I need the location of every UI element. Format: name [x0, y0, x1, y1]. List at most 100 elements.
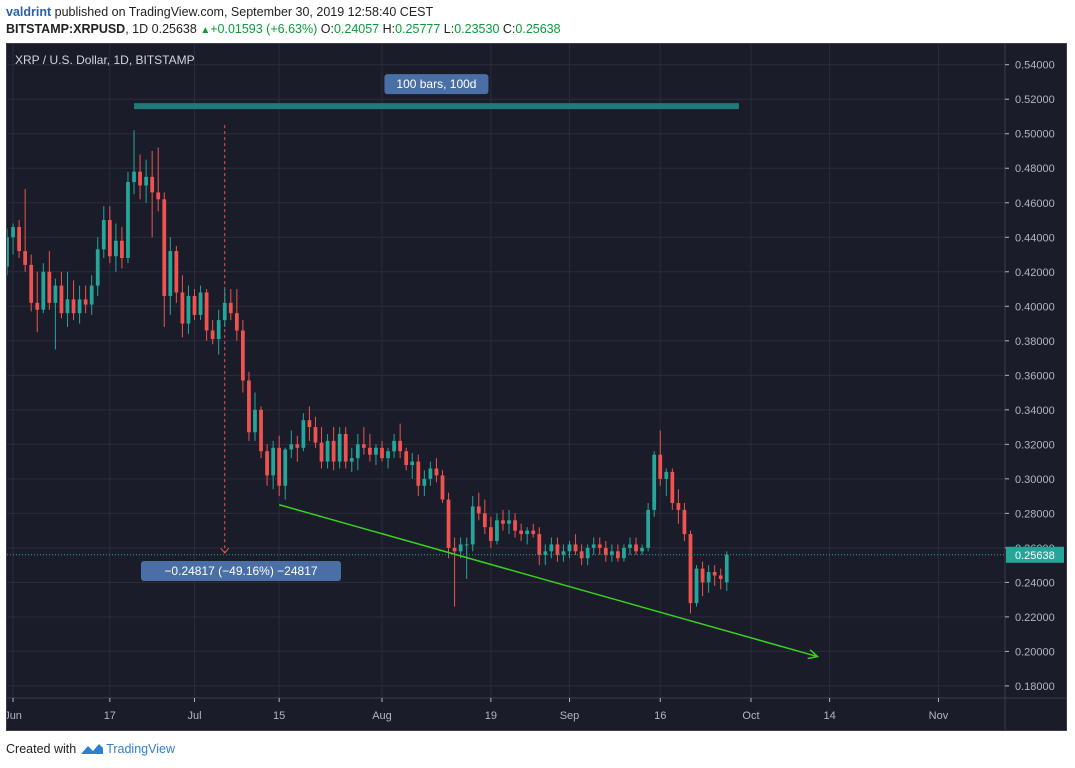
candles: [7, 130, 729, 614]
y-tick-label: 0.34000: [1015, 405, 1055, 417]
candle-body: [609, 551, 614, 555]
candle-body: [531, 530, 536, 535]
y-tick-label: 0.18000: [1015, 681, 1055, 693]
candlestick-chart[interactable]: 0.54000 0.52000 0.50000 0.48000 0.46000 0.440…: [7, 44, 1066, 730]
chart-panel[interactable]: 0.54000 0.52000 0.50000 0.48000 0.46000 0.440…: [6, 43, 1067, 731]
x-tick-label: 17: [104, 710, 116, 722]
candle-body: [489, 527, 493, 541]
candle-body: [652, 454, 657, 510]
candle-body: [241, 330, 245, 381]
range-bar: [134, 103, 739, 110]
candle-body: [555, 544, 560, 555]
candle-body: [192, 295, 197, 315]
candle-body: [126, 182, 130, 258]
candle-body: [398, 440, 403, 452]
candle-body: [368, 447, 372, 455]
candle-body: [374, 447, 378, 455]
candle-body: [688, 534, 693, 604]
candle-body: [253, 409, 257, 433]
tradingview-link[interactable]: TradingView: [80, 742, 175, 756]
x-tick-label: Jun: [7, 710, 22, 722]
candle-body: [386, 451, 390, 459]
candle-body: [210, 330, 215, 340]
candle-body: [573, 544, 578, 552]
x-tick-label: 16: [654, 710, 666, 722]
close-label: C:: [502, 22, 516, 36]
candle-body: [470, 506, 475, 545]
candle-body: [204, 292, 209, 331]
candle-body: [579, 551, 584, 559]
candle-body: [440, 475, 445, 500]
candle-body: [168, 251, 173, 296]
y-tick-label: 0.38000: [1015, 336, 1055, 348]
candle-body: [380, 447, 384, 459]
candle-body: [325, 440, 330, 462]
candle-body: [216, 320, 221, 340]
candle-body: [319, 442, 324, 462]
candle-body: [7, 237, 9, 267]
y-tick-label: 0.40000: [1015, 301, 1055, 313]
candle-body: [132, 171, 136, 183]
candle-body: [628, 544, 632, 548]
candle-body: [307, 420, 312, 428]
high-value: 0.25777: [395, 22, 441, 36]
candle-body: [597, 544, 602, 548]
y-tick-label: 0.20000: [1015, 646, 1055, 658]
candle-body: [464, 544, 469, 546]
candle-body: [670, 471, 675, 504]
price-change: +0.01593 (+6.63%): [210, 22, 318, 36]
candle-body: [283, 449, 288, 486]
candle-body: [646, 509, 651, 548]
measure-label-text: −0.24817 (−49.16%) −24817: [164, 564, 317, 578]
candle-body: [247, 380, 251, 433]
candle-body: [337, 433, 342, 462]
y-tick-label: 0.50000: [1015, 129, 1055, 141]
candle-body: [694, 568, 699, 604]
candle-body: [289, 444, 294, 450]
trendline-arrow-icon: [807, 649, 820, 660]
tradingview-brand: TradingView: [106, 742, 175, 756]
candle-body: [561, 551, 566, 555]
candle-body: [89, 285, 94, 305]
current-price-label: 0.25638: [1015, 550, 1055, 562]
candle-body: [392, 440, 396, 452]
y-tick-label: 0.54000: [1015, 60, 1055, 72]
x-tick-label: Nov: [929, 710, 949, 722]
candle-body: [616, 551, 620, 559]
candle-body: [113, 240, 118, 257]
measure-label: −0.24817 (−49.16%) −24817: [141, 561, 341, 582]
candle-body: [150, 176, 155, 193]
candle-body: [410, 461, 415, 466]
candle-body: [706, 572, 711, 583]
y-tick-label: 0.22000: [1015, 612, 1055, 624]
candle-body: [271, 447, 276, 476]
y-tick-label: 0.42000: [1015, 267, 1055, 279]
current-price-label-bg: [1006, 546, 1064, 563]
y-tick-label: 0.52000: [1015, 94, 1055, 106]
candle-body: [138, 171, 142, 186]
candle-body: [77, 299, 82, 314]
candle-body: [59, 285, 64, 314]
candle-body: [361, 444, 366, 448]
footer: Created with TradingView: [6, 742, 175, 756]
x-tick-label: 14: [823, 710, 835, 722]
candle-body: [428, 468, 433, 479]
candle-body: [519, 530, 523, 535]
candle-body: [664, 471, 669, 479]
range-label: 100 bars, 100d: [384, 74, 489, 95]
candle-body: [174, 251, 179, 293]
candle-body: [47, 271, 52, 303]
candle-body: [422, 478, 427, 486]
candle-body: [222, 302, 227, 321]
candle-body: [591, 544, 596, 548]
candle-body: [277, 447, 282, 486]
candle-body: [65, 299, 70, 314]
candle-body: [567, 544, 572, 552]
author-name[interactable]: valdrint: [6, 5, 52, 19]
candle-body: [634, 544, 638, 552]
y-tick-label: 0.36000: [1015, 370, 1055, 382]
candle-body: [234, 313, 239, 331]
range-label-bg: [384, 74, 489, 95]
candle-body: [482, 513, 487, 528]
candle-body: [331, 440, 336, 462]
